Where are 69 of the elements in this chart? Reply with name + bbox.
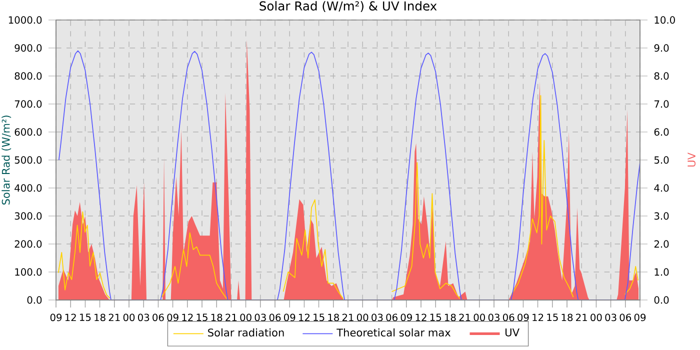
y2-tick-label: 7.0 (654, 100, 669, 108)
x-tick-label: 06 (152, 314, 164, 322)
chart-title: Solar Rad (W/m²) & UV Index (260, 1, 437, 12)
y2-tick-label: 5.0 (654, 156, 669, 164)
y2-tick-label: 1.0 (654, 268, 669, 276)
x-tick-label: 21 (342, 314, 354, 322)
x-tick-label: 00 (123, 314, 135, 322)
y-tick-label: 200.0 (14, 240, 42, 248)
x-tick-label: 15 (430, 314, 441, 322)
y-tick-label: 900.0 (14, 44, 42, 52)
x-tick-label: 15 (547, 314, 558, 322)
x-tick-label: 15 (80, 314, 91, 322)
x-tick-label: 21 (108, 314, 120, 322)
x-tick-label: 12 (532, 314, 544, 322)
y-tick-label: 800.0 (14, 72, 42, 80)
x-tick-label: 21 (576, 314, 587, 322)
y-tick-label: 300.0 (14, 212, 42, 220)
x-tick-label: 06 (269, 314, 281, 322)
x-tick-label: 18 (94, 314, 106, 322)
y2-tick-label: 9.0 (654, 44, 669, 52)
x-tick-label: 12 (299, 314, 310, 322)
y2-axis-title: UV (688, 152, 696, 167)
x-tick-label: 03 (488, 314, 500, 322)
y2-tick-label: 8.0 (654, 72, 669, 80)
x-tick-label: 00 (474, 314, 485, 322)
y2-tick-label: 2.0 (654, 240, 669, 248)
x-tick-label: 15 (196, 314, 208, 322)
x-tick-label: 09 (50, 314, 62, 322)
x-tick-label: 21 (226, 314, 237, 322)
legend-label: UV (506, 328, 520, 336)
y-tick-label: 1000.0 (8, 16, 42, 24)
y2-tick-label: 4.0 (654, 184, 669, 192)
x-tick-label: 03 (372, 314, 383, 322)
x-tick-label: 18 (211, 314, 222, 322)
x-tick-label: 09 (167, 314, 178, 322)
y2-tick-label: 0.0 (654, 296, 669, 304)
y-tick-label: 700.0 (14, 100, 42, 108)
y-axis-title: Solar Rad (W/m²) (2, 116, 12, 205)
x-tick-label: 18 (445, 314, 456, 322)
x-tick-label: 03 (605, 314, 616, 322)
legend-label: Theoretical solar max (336, 328, 451, 337)
x-tick-label: 06 (503, 314, 514, 322)
x-tick-label: 00 (240, 314, 252, 322)
x-tick-label: 06 (386, 314, 398, 322)
y-tick-label: 400.0 (14, 184, 42, 192)
y-tick-label: 100.0 (15, 268, 42, 276)
x-tick-label: 09 (518, 314, 529, 322)
y2-tick-label: 6.0 (654, 128, 669, 136)
x-tick-label: 18 (562, 314, 573, 322)
y-tick-label: 0.0 (27, 296, 42, 304)
x-tick-label: 09 (634, 314, 646, 322)
x-tick-label: 09 (400, 314, 412, 322)
y-tick-label: 600.0 (14, 128, 42, 136)
x-tick-label: 21 (459, 314, 470, 322)
x-tick-label: 09 (284, 314, 296, 322)
x-tick-label: 00 (590, 314, 602, 322)
y-tick-label: 500.0 (14, 156, 42, 164)
x-tick-label: 03 (138, 314, 150, 322)
x-tick-label: 18 (328, 314, 339, 322)
x-tick-label: 03 (254, 314, 266, 322)
legend-label: Solar radiation (208, 328, 284, 337)
x-tick-label: 06 (620, 314, 632, 322)
y2-tick-label: 3.0 (654, 212, 669, 220)
x-tick-label: 00 (357, 314, 368, 322)
x-tick-label: 15 (314, 314, 324, 322)
y2-tick-label: 10.0 (654, 16, 675, 24)
x-tick-label: 12 (416, 314, 426, 322)
x-tick-label: 12 (65, 314, 76, 322)
x-tick-label: 12 (182, 314, 193, 322)
